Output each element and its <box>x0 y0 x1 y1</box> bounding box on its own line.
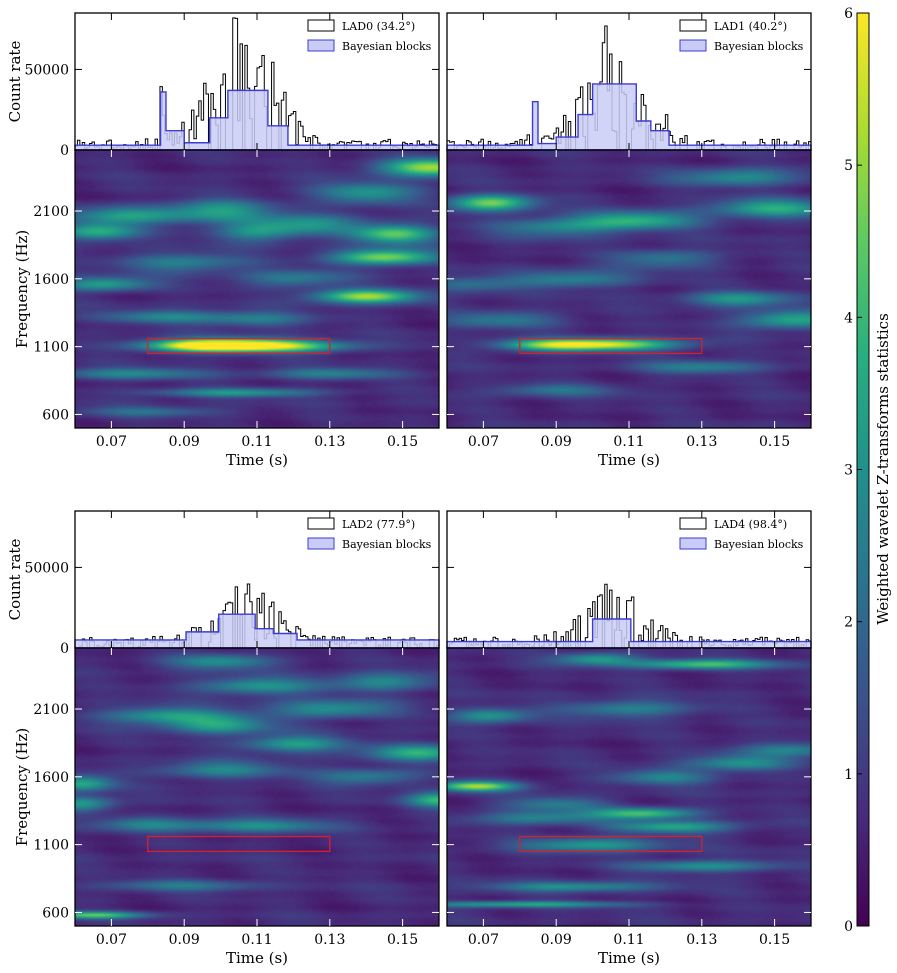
panel-lad1: 0.07 0.09 0.11 0.13 0.15 Time (s) LAD1 (40.2°)… <box>446 12 812 469</box>
panel-lad2: 0.07 0.09 0.11 0.13 0.15 Time (s) 600 1100 1600 2… <box>6 510 440 967</box>
legend-swatch-bb <box>679 537 707 550</box>
panels-layer: 0.07 0.09 0.11 0.13 0.15 Time (s) 600 1100 1600 2… <box>6 12 812 967</box>
x-tick-label: 0.09 <box>541 932 572 948</box>
panel-lad4: 0.07 0.09 0.11 0.13 0.15 Time (s) LAD4 (98.4°)… <box>446 510 812 967</box>
y-tick-label: 1600 <box>33 272 69 288</box>
legend-swatch-bb <box>307 537 335 550</box>
x-axis-label: Time (s) <box>598 451 660 469</box>
legend-label-lc: LAD2 (77.9°) <box>342 518 415 531</box>
y-tick-label: 600 <box>42 407 69 423</box>
x-tick-label: 0.15 <box>759 932 790 948</box>
x-tick-label: 0.07 <box>468 434 499 450</box>
x-tick-label: 0.07 <box>96 434 127 450</box>
x-tick-label: 0.09 <box>541 434 572 450</box>
legend-swatch-lc <box>679 517 707 530</box>
bayesian-blocks <box>446 83 812 151</box>
legend-swatch-bb <box>679 39 707 52</box>
x-tick-label: 0.13 <box>686 434 717 450</box>
qpo-box <box>147 337 331 355</box>
x-axis-label: Time (s) <box>598 949 660 967</box>
x-tick-label: 0.13 <box>314 434 345 450</box>
x-tick-label: 0.15 <box>387 932 418 948</box>
colorbar: 0 1 2 3 4 5 6 Weighted wavelet Z-transforms st… <box>844 6 892 935</box>
x-tick-label: 0.09 <box>169 434 200 450</box>
y-tick-label: 2100 <box>33 204 69 220</box>
wavelet-heatmap <box>447 150 811 428</box>
colorbar-ticks: 0 1 2 3 4 5 6 <box>844 6 862 935</box>
legend-swatch-bb <box>307 39 335 52</box>
colorbar-label: Weighted wavelet Z-transforms statistics <box>874 313 892 625</box>
x-tick-label: 0.11 <box>241 434 272 450</box>
lc-y-tick-label: 0 <box>60 641 69 657</box>
x-tick-label: 0.09 <box>169 932 200 948</box>
y-tick-label: 1100 <box>33 838 69 854</box>
x-tick-label: 0.15 <box>387 434 418 450</box>
legend-label-bb: Bayesian blocks <box>342 40 432 53</box>
wavelet-heatmap <box>75 648 439 926</box>
qpo-box <box>147 835 331 853</box>
lc-y-axis-label: Count rate <box>6 41 24 123</box>
x-tick-label: 0.11 <box>241 932 272 948</box>
legend-label-bb: Bayesian blocks <box>714 40 804 53</box>
y-tick-label: 1600 <box>33 770 69 786</box>
x-tick-label: 0.11 <box>613 932 644 948</box>
lc-y-tick-label: 50000 <box>24 560 69 576</box>
x-axis-label: Time (s) <box>226 451 288 469</box>
lc-y-tick-label: 50000 <box>24 62 69 78</box>
colorbar-tick-label: 0 <box>844 919 853 935</box>
y-axis-label: Frequency (Hz) <box>13 728 31 847</box>
x-tick-label: 0.11 <box>613 434 644 450</box>
legend-swatch-lc <box>307 19 335 32</box>
lc-y-axis-label: Count rate <box>6 539 24 621</box>
legend-label-bb: Bayesian blocks <box>714 538 804 551</box>
colorbar-tick-label: 1 <box>844 767 853 783</box>
x-tick-label: 0.07 <box>468 932 499 948</box>
y-axis-label: Frequency (Hz) <box>13 230 31 349</box>
x-axis-label: Time (s) <box>226 949 288 967</box>
lc-y-tick-label: 0 <box>60 143 69 159</box>
x-tick-label: 0.13 <box>686 932 717 948</box>
legend-swatch-lc <box>679 19 707 32</box>
colorbar-tick-label: 5 <box>844 158 853 174</box>
x-tick-label: 0.15 <box>759 434 790 450</box>
y-tick-label: 1100 <box>33 340 69 356</box>
colorbar-tick-label: 2 <box>844 615 853 631</box>
colorbar-tick-label: 6 <box>844 6 853 22</box>
legend-label-lc: LAD4 (98.4°) <box>714 518 787 531</box>
qpo-box <box>519 337 703 355</box>
legend-label-lc: LAD0 (34.2°) <box>342 20 415 33</box>
legend-swatch-lc <box>307 517 335 530</box>
wavelet-heatmap <box>75 150 439 428</box>
legend-label-lc: LAD1 (40.2°) <box>714 20 787 33</box>
bayesian-blocks <box>74 89 440 151</box>
y-tick-label: 2100 <box>33 702 69 718</box>
legend-label-bb: Bayesian blocks <box>342 538 432 551</box>
qpo-box <box>519 835 703 853</box>
colorbar-tick-label: 3 <box>844 463 853 479</box>
wavelet-heatmap <box>447 648 811 926</box>
colorbar-tick-label: 4 <box>844 310 853 326</box>
y-tick-label: 600 <box>42 905 69 921</box>
x-tick-label: 0.07 <box>96 932 127 948</box>
panel-lad0: 0.07 0.09 0.11 0.13 0.15 Time (s) 600 1100 1600 2… <box>6 12 440 469</box>
x-tick-label: 0.13 <box>314 932 345 948</box>
bayesian-blocks <box>74 613 440 649</box>
